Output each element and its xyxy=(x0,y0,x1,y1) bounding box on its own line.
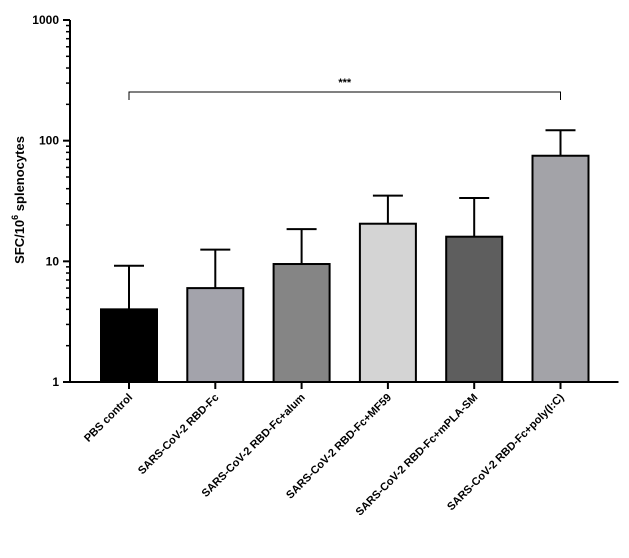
x-tick-label: SARS-CoV-2 RBD-Fc+alum xyxy=(200,391,308,499)
bar xyxy=(272,263,331,384)
x-tick-label: PBS control xyxy=(82,392,135,445)
x-tick-label: SARS-CoV-2 RBD-Fc xyxy=(136,392,221,477)
significance-bracket: *** xyxy=(128,77,561,100)
y-axis: 1 10 100 1000 xyxy=(32,13,71,389)
significance-label: *** xyxy=(338,77,352,89)
bars xyxy=(100,154,590,384)
bar xyxy=(186,287,245,384)
bar xyxy=(358,222,417,383)
bar xyxy=(100,308,158,384)
x-axis xyxy=(70,381,619,389)
y-tick-label: 100 xyxy=(39,134,59,148)
bar xyxy=(531,154,590,383)
bar xyxy=(445,235,504,383)
y-axis-title-main: SFC/10 xyxy=(12,220,27,264)
y-axis-title-suffix: splenocytes xyxy=(12,136,27,215)
y-tick-label: 1 xyxy=(52,375,59,389)
y-tick-label: 1000 xyxy=(32,13,59,27)
significance-line xyxy=(128,91,561,100)
y-axis-title-sup: 6 xyxy=(10,215,20,220)
y-axis-title: SFC/106 splenocytes xyxy=(10,136,27,264)
error-bars xyxy=(114,129,576,310)
y-tick-label: 10 xyxy=(46,254,60,268)
